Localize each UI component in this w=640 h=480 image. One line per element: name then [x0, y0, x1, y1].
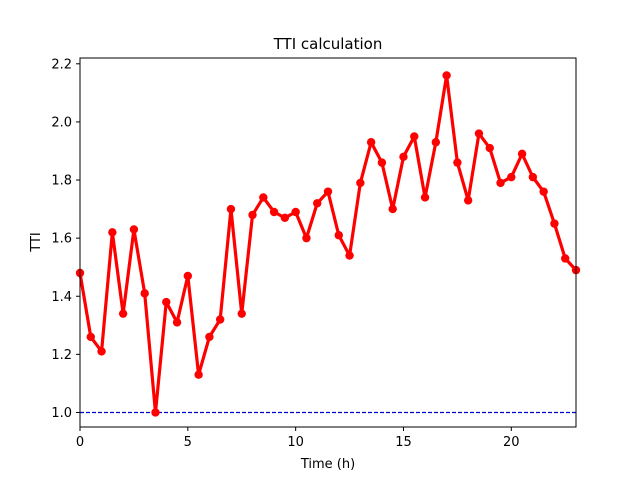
- data-point: [280, 213, 290, 223]
- data-point: [507, 172, 516, 182]
- y-tick-label: 1.8: [51, 174, 72, 189]
- x-tick-label: 5: [184, 435, 192, 450]
- data-point: [410, 132, 419, 141]
- series-line-0: [78, 73, 578, 415]
- y-axis-label: TTI: [29, 232, 44, 253]
- data-point: [550, 219, 559, 228]
- data-point: [561, 254, 570, 263]
- y-tick-label: 1.2: [51, 348, 72, 363]
- data-point: [323, 187, 333, 196]
- data-point: [485, 143, 494, 153]
- data-point: [97, 347, 106, 356]
- data-point: [194, 370, 203, 379]
- data-point: [388, 204, 397, 214]
- data-point: [226, 204, 236, 214]
- data-point: [302, 233, 311, 243]
- y-tick-label: 1.6: [51, 232, 72, 247]
- data-point: [366, 138, 376, 147]
- y-tick-label: 2.2: [51, 57, 72, 72]
- data-point: [172, 318, 182, 327]
- data-point: [237, 309, 246, 318]
- data-point: [356, 178, 365, 188]
- data-point: [377, 158, 387, 167]
- data-point: [334, 231, 343, 240]
- data-point: [151, 408, 160, 417]
- data-point: [420, 193, 430, 202]
- data-point: [539, 187, 548, 196]
- data-point: [118, 309, 128, 318]
- y-tick-label: 1.4: [51, 290, 72, 305]
- data-point: [399, 152, 408, 161]
- x-tick-label: 20: [503, 435, 520, 450]
- data-point: [140, 289, 149, 298]
- data-point: [259, 193, 268, 202]
- data-point: [517, 149, 527, 159]
- data-point: [528, 172, 538, 182]
- x-axis-label: Time (h): [300, 457, 355, 472]
- data-point: [183, 271, 193, 281]
- data-point: [431, 138, 441, 147]
- data-point: [291, 207, 300, 217]
- data-point: [474, 129, 484, 138]
- x-tick-label: 0: [76, 435, 84, 450]
- y-tick-label: 1.0: [51, 406, 72, 421]
- data-point: [269, 207, 279, 217]
- y-axis-ticks: 1.0 1.2 1.4 1.6 1.8 2.0 2.2: [51, 57, 80, 421]
- data-point: [345, 251, 354, 260]
- data-point: [442, 71, 451, 80]
- data-point: [129, 225, 139, 234]
- data-point: [313, 199, 322, 208]
- data-point: [453, 158, 462, 167]
- data-point: [205, 332, 214, 342]
- plot-area: [75, 71, 581, 417]
- data-point: [463, 196, 473, 205]
- y-tick-label: 2.0: [51, 115, 72, 130]
- data-point: [496, 178, 505, 188]
- data-point: [162, 297, 171, 307]
- data-point: [248, 210, 257, 220]
- data-point: [108, 228, 117, 237]
- x-tick-label: 15: [395, 435, 412, 450]
- x-axis-ticks: 0 5 10 15 20: [76, 427, 520, 450]
- plot-frame: [79, 57, 577, 428]
- data-point: [86, 332, 95, 342]
- x-tick-label: 10: [287, 435, 304, 450]
- data-point: [215, 315, 225, 324]
- chart-title: TTI calculation: [273, 35, 383, 53]
